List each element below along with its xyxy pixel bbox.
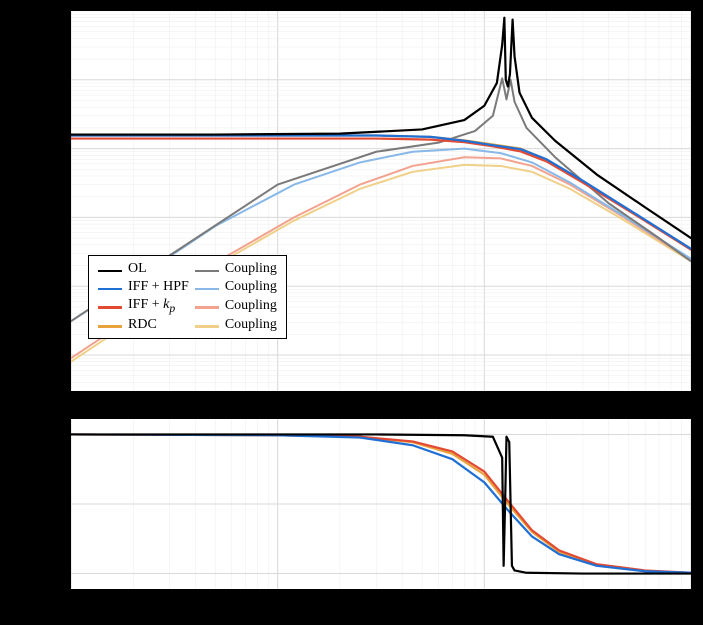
legend-swatch [98,270,122,273]
legend: OL Coupling IFF + HPF Coupling IFF + kp Coupl… [88,255,287,339]
legend-label: RDC [125,316,192,334]
phase-ytick: -90 [26,495,66,511]
mag-ytick: 10-8 [26,277,66,295]
phase-plot [71,419,691,589]
legend-label: Coupling [222,260,280,278]
mag-ytick: 10-5 [26,71,66,89]
x-tick: 102 [469,591,487,609]
legend-swatch [98,325,122,328]
phase-ytick: 0 [26,425,66,441]
legend-label: IFF + kp [125,296,192,316]
legend-label: Coupling [222,296,280,316]
phase-panel [70,418,692,590]
x-tick: 100 [56,591,74,609]
legend-label: Coupling [222,278,280,296]
phase-ytick: -180 [26,565,66,581]
legend-label: IFF + HPF [125,278,192,296]
mag-ytick: 10-7 [26,208,66,226]
legend-label: OL [125,260,192,278]
legend-swatch [195,306,219,309]
mag-ytick: 10-9 [26,346,66,364]
x-tick: 103 [676,591,694,609]
x-tick: 101 [263,591,281,609]
legend-swatch [195,288,219,291]
legend-swatch [98,306,122,309]
x-axis-label: Frequency [Hz] [330,603,425,620]
legend-swatch [195,325,219,328]
legend-label: Coupling [222,316,280,334]
legend-swatch [195,270,219,273]
mag-ytick: 10-6 [26,140,66,158]
legend-swatch [98,288,122,291]
